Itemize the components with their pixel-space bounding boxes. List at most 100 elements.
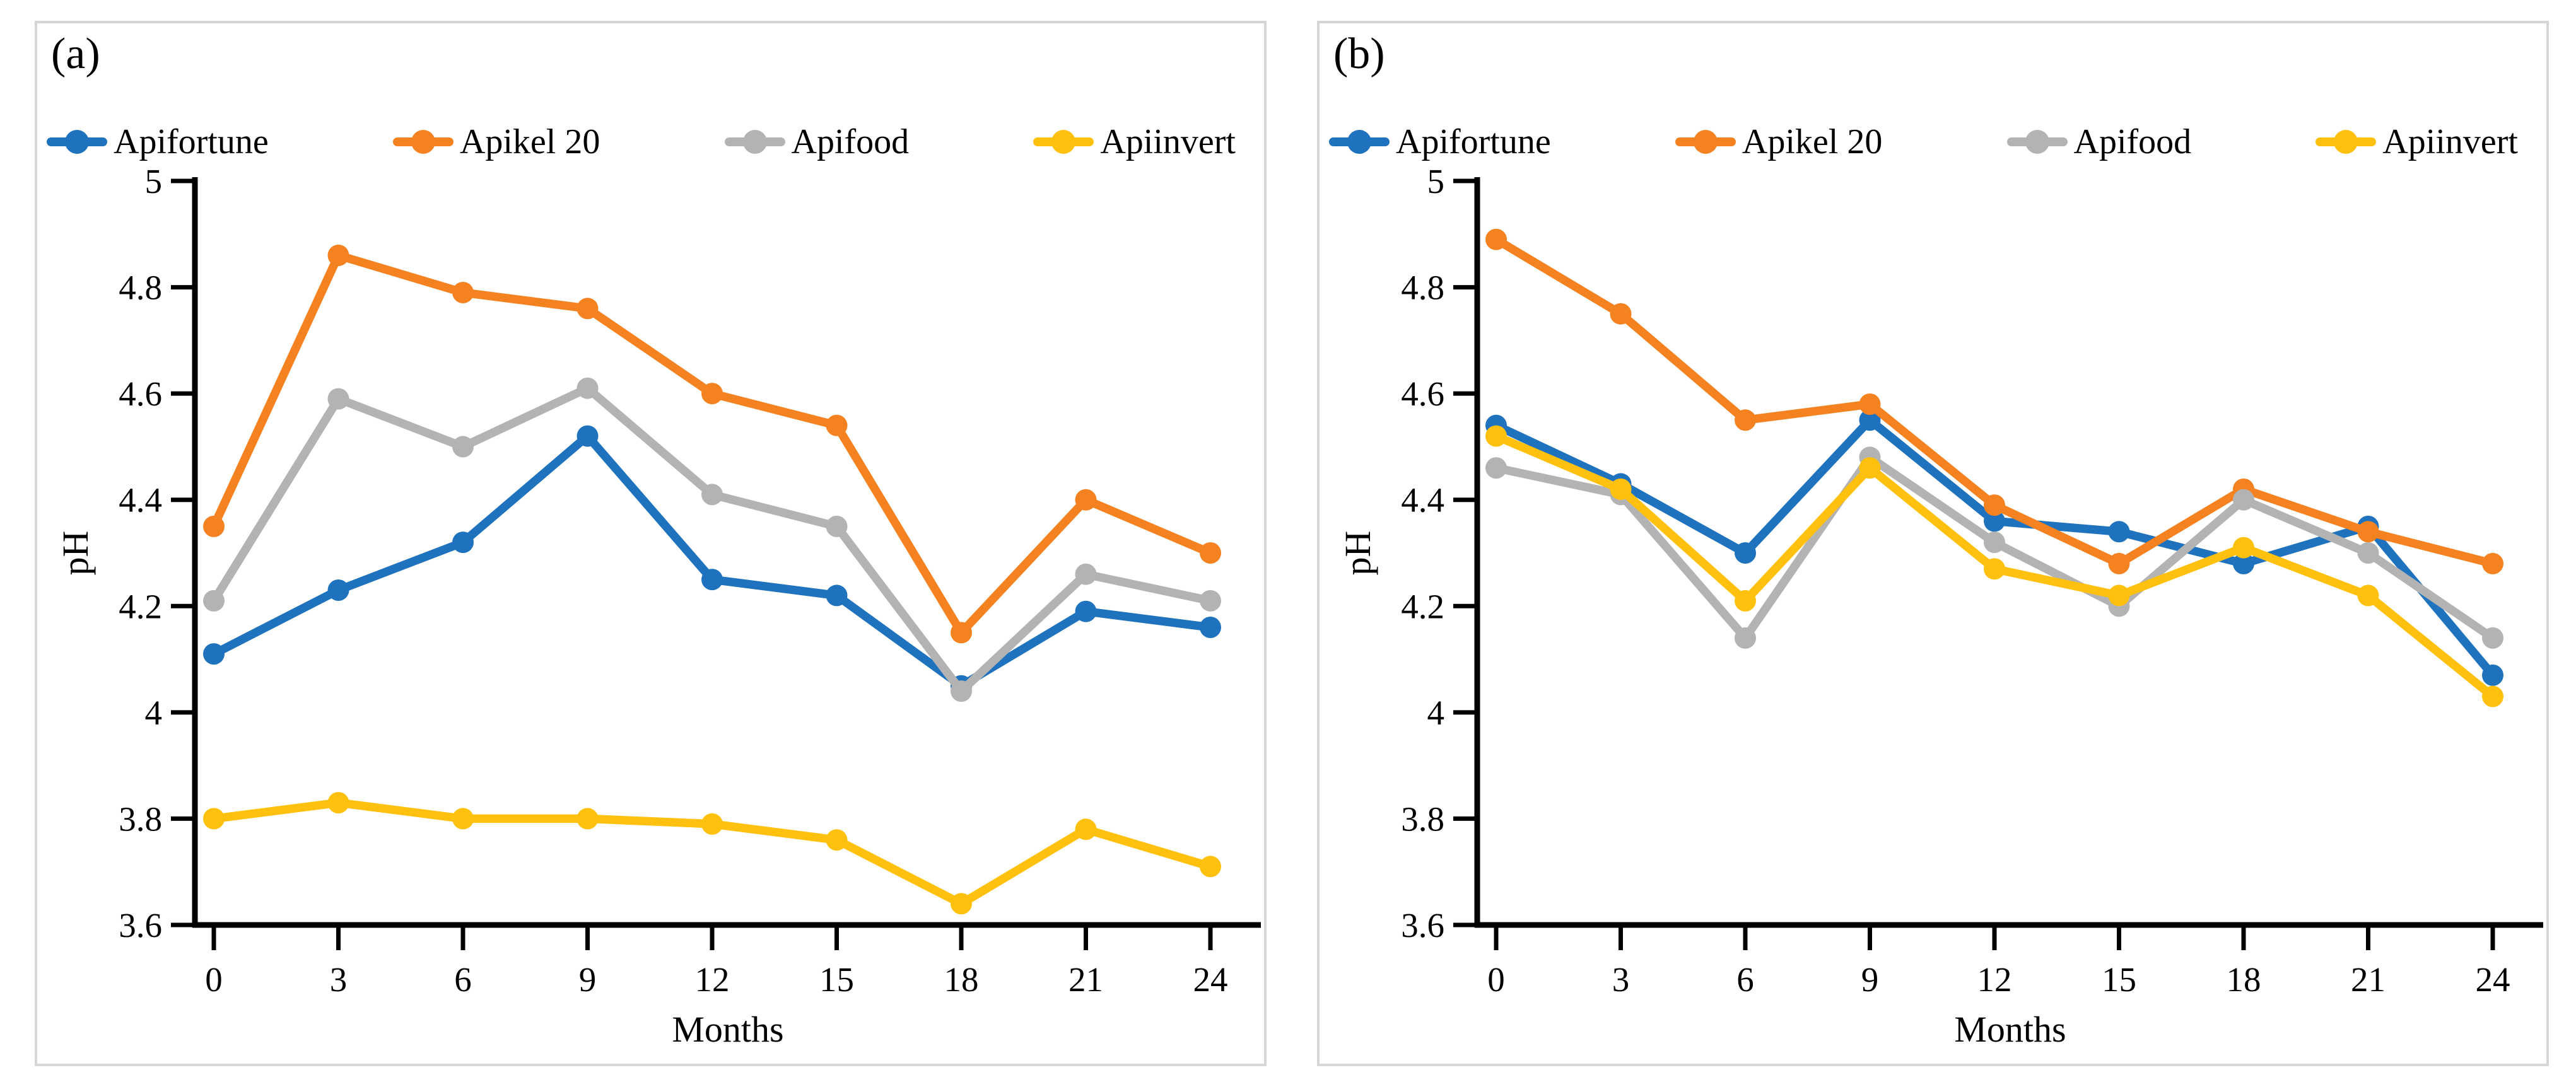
panel-a-chart-svg: 5 4.8 4.6 4.4 4.2 4 3.8 3.6 0 3 6 9 12 15 18 21 24 Months… — [55, 162, 1261, 1050]
data-point — [1075, 818, 1097, 840]
legend-item-apifortune: Apifortune — [47, 122, 269, 162]
data-point — [452, 532, 474, 554]
legend-dot-icon — [1693, 130, 1718, 154]
y-tick-label: 4.2 — [119, 587, 162, 625]
panel-b-legend: Apifortune Apikel 20 Apifood Apiinvert — [1329, 117, 2518, 167]
x-tick-label: 9 — [1861, 960, 1879, 999]
data-point — [452, 436, 474, 458]
y-tick-label: 3.8 — [1401, 799, 1444, 838]
data-point — [327, 792, 349, 814]
data-point — [2108, 521, 2130, 543]
legend-item-apifortune: Apifortune — [1329, 122, 1551, 162]
y-axis-title: pH — [55, 531, 96, 576]
legend-dot-icon — [65, 130, 89, 154]
y-tick-label: 5 — [145, 162, 163, 201]
data-point — [577, 425, 599, 447]
data-point — [203, 643, 225, 665]
legend-dot-icon — [1347, 130, 1371, 154]
x-axis-title: Months — [1954, 1009, 2066, 1050]
data-point — [2233, 489, 2254, 511]
x-tick-label: 21 — [1068, 960, 1103, 999]
series-apifortune — [203, 425, 1221, 697]
data-point — [1984, 532, 2005, 554]
data-point — [701, 813, 723, 835]
data-point — [452, 808, 474, 830]
data-point — [327, 245, 349, 266]
y-tick-label: 4.8 — [119, 269, 162, 307]
data-point — [2482, 685, 2503, 707]
data-point — [577, 808, 599, 830]
data-point — [1859, 393, 1881, 415]
panel-b-chart-svg: 5 4.8 4.6 4.4 4.2 4 3.8 3.6 0 3 6 9 12 15 18 21 24 Months… — [1337, 162, 2543, 1050]
legend-item-apifood: Apifood — [2006, 122, 2192, 162]
x-tick-label: 3 — [1612, 960, 1630, 999]
data-point — [1485, 228, 1507, 250]
legend-item-apiinvert: Apiinvert — [1033, 122, 1236, 162]
data-point — [1735, 627, 1756, 649]
legend-label: Apifood — [791, 122, 910, 161]
data-point — [1075, 563, 1097, 585]
data-point — [2233, 537, 2254, 559]
legend-marker-icon — [1033, 130, 1094, 154]
x-tick-label: 9 — [579, 960, 597, 999]
x-tick-label: 0 — [1487, 960, 1505, 999]
panel-a-legend: Apifortune Apikel 20 Apifood Apiinvert — [47, 117, 1236, 167]
data-point — [1610, 303, 1632, 325]
data-point — [577, 298, 599, 320]
y-tick-label: 4 — [1427, 694, 1445, 732]
data-point — [1200, 542, 1221, 564]
series-apikel-20 — [1485, 228, 2503, 574]
legend-item-apikel-20: Apikel 20 — [1675, 122, 1882, 162]
x-tick-label: 15 — [2102, 960, 2136, 999]
y-tick-label: 5 — [1427, 162, 1445, 201]
legend-label: Apiinvert — [1100, 122, 1236, 161]
data-point — [1075, 489, 1097, 511]
data-point — [2108, 584, 2130, 607]
y-tick-label: 4 — [145, 694, 163, 732]
data-point — [1859, 457, 1881, 479]
data-point — [1859, 409, 1881, 431]
x-tick-label: 15 — [819, 960, 854, 999]
data-point — [1485, 425, 1507, 447]
y-tick-label: 3.8 — [119, 799, 162, 838]
data-point — [327, 388, 349, 410]
data-point — [701, 569, 723, 591]
x-tick-label: 18 — [944, 960, 979, 999]
data-point — [2482, 552, 2503, 574]
panel-a-label: (a) — [51, 30, 100, 78]
series-apiinvert — [203, 792, 1221, 915]
data-point — [701, 383, 723, 405]
y-tick-label: 4.6 — [119, 375, 162, 413]
legend-item-apiinvert: Apiinvert — [2315, 122, 2518, 162]
panel-b-label: (b) — [1333, 30, 1385, 78]
series-apifood — [1485, 446, 2503, 649]
data-point — [1984, 494, 2005, 516]
x-tick-label: 21 — [2351, 960, 2386, 999]
y-tick-label: 4.2 — [1401, 587, 1444, 625]
data-point — [2482, 627, 2503, 649]
data-point — [826, 515, 848, 537]
x-tick-label: 0 — [205, 960, 223, 999]
legend-label: Apifood — [2073, 122, 2192, 161]
legend-label: Apifortune — [114, 122, 269, 161]
legend-label: Apikel 20 — [459, 122, 600, 161]
x-tick-label: 12 — [695, 960, 730, 999]
data-point — [1200, 617, 1221, 638]
y-axis-title: pH — [1337, 531, 1378, 576]
legend-marker-icon — [1329, 130, 1390, 154]
x-tick-label: 12 — [1977, 960, 2012, 999]
legend-marker-icon — [724, 130, 785, 154]
legend-item-apifood: Apifood — [724, 122, 910, 162]
y-tick-label: 3.6 — [1401, 906, 1444, 945]
data-point — [826, 414, 848, 436]
data-point — [2233, 552, 2254, 574]
legend-marker-icon — [392, 130, 454, 154]
y-tick-label: 4.4 — [119, 481, 162, 520]
data-point — [951, 680, 972, 702]
legend-marker-icon — [2006, 130, 2068, 154]
legend-marker-icon — [2315, 130, 2377, 154]
y-tick-label: 4.6 — [1401, 375, 1444, 413]
y-tick-label: 4.4 — [1401, 481, 1444, 520]
data-point — [701, 484, 723, 506]
